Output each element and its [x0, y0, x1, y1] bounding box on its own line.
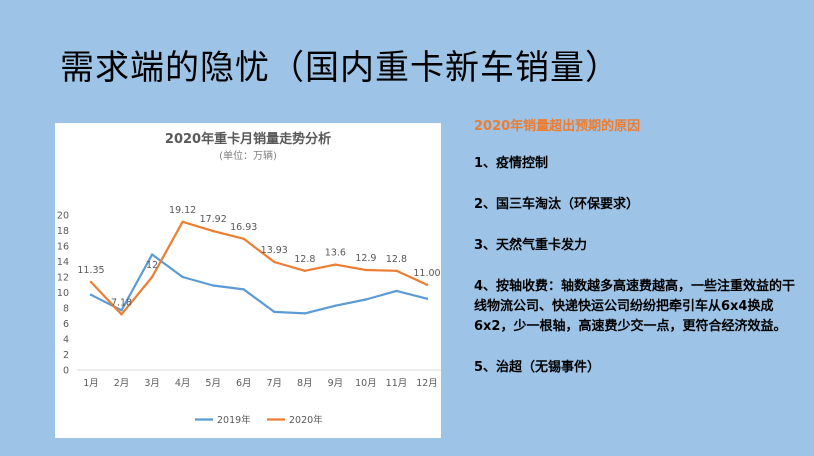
- series-lines: [89, 220, 429, 316]
- data-point: [89, 293, 93, 297]
- x-tick-label: 11月: [386, 378, 408, 389]
- y-tick-label: 16: [57, 242, 69, 253]
- data-point: [273, 310, 276, 314]
- y-tick-label: 8: [63, 304, 69, 315]
- data-point: [89, 280, 93, 284]
- reasons-panel: 2020年销量超出预期的原因 1、疫情控制 2、国三车淘汰（环保要求） 3、天然…: [474, 115, 804, 399]
- y-tick-label: 4: [63, 335, 69, 346]
- data-label: 11.35: [77, 265, 104, 276]
- data-label: 12.8: [386, 254, 407, 265]
- chart-legend: 2019年 2020年: [195, 414, 323, 426]
- data-point: [211, 229, 215, 233]
- series-line: [89, 253, 429, 315]
- data-label: 11.00: [413, 268, 440, 279]
- y-tick-label: 10: [57, 288, 69, 299]
- data-label: 13.6: [325, 248, 346, 259]
- reason-item: 3、天然气重卡发力: [474, 238, 588, 253]
- data-label: 12.9: [355, 253, 376, 264]
- x-tick-label: 3月: [144, 378, 160, 389]
- data-label: 13.93: [261, 245, 288, 256]
- x-tick-label: 4月: [175, 378, 191, 389]
- x-tick-label: 5月: [205, 378, 221, 389]
- reason-item: 1、疫情控制: [474, 156, 549, 171]
- data-point: [150, 253, 154, 256]
- y-tick-label: 18: [57, 226, 69, 237]
- y-tick-label: 2: [63, 350, 69, 361]
- data-point: [211, 284, 215, 287]
- data-label: 17.92: [200, 214, 227, 225]
- slide-title: 需求端的隐忧（国内重卡新车销量）: [60, 48, 620, 88]
- data-label: 12: [146, 260, 158, 271]
- data-label: 16.93: [230, 222, 257, 233]
- x-tick-label: 8月: [297, 378, 313, 389]
- data-point: [303, 269, 307, 272]
- y-tick-label: 20: [57, 211, 69, 222]
- data-point: [242, 288, 245, 291]
- y-tick-label: 6: [63, 319, 69, 330]
- data-point: [181, 275, 184, 279]
- chart-subtitle: (单位：万辆): [219, 149, 277, 162]
- chart-panel: 2020年重卡月销量走势分析 (单位：万辆) 0 2 4 6 8 10 12 14 16 18 20…: [55, 123, 441, 438]
- reasons-heading: 2020年销量超出预期的原因: [474, 119, 641, 134]
- data-point: [364, 298, 368, 301]
- data-point: [395, 289, 398, 293]
- data-point: [181, 220, 184, 224]
- data-point: [425, 283, 429, 286]
- data-point: [395, 269, 398, 272]
- data-point: [334, 304, 337, 307]
- series-line: [89, 220, 429, 316]
- reason-item: 4、按轴收费：轴数越多高速费越高，一些注重效益的干线物流公司、快递快运公司纷纷把…: [474, 279, 796, 334]
- reason-item: 5、治超（无锡事件）: [474, 360, 601, 375]
- x-tick-label: 7月: [266, 378, 282, 389]
- data-point: [120, 313, 123, 316]
- data-point: [303, 312, 307, 315]
- x-tick-label: 2月: [114, 378, 130, 389]
- x-tick-label: 6月: [236, 378, 252, 389]
- data-point: [150, 275, 154, 279]
- data-point: [425, 297, 429, 300]
- data-label: 12.8: [294, 254, 315, 265]
- legend-label: 2020年: [289, 414, 323, 426]
- data-point: [364, 268, 368, 272]
- reason-item: 2、国三车淘汰（环保要求）: [474, 197, 640, 212]
- line-chart: 2020年重卡月销量走势分析 (单位：万辆) 0 2 4 6 8 10 12 14 16 18 20…: [57, 131, 441, 426]
- x-axis-ticks: 1月 2月 3月 4月 5月 6月 7月 8月 9月 10月 11月 12月: [77, 369, 441, 389]
- data-point: [273, 260, 276, 264]
- x-tick-label: 12月: [416, 378, 438, 389]
- data-point: [242, 237, 245, 240]
- legend-label: 2019年: [217, 414, 251, 426]
- x-tick-label: 9月: [328, 378, 344, 389]
- data-point: [120, 309, 123, 312]
- y-axis-ticks: 0 2 4 6 8 10 12 14 16 18 20: [57, 211, 69, 377]
- y-tick-label: 0: [63, 366, 69, 377]
- x-tick-label: 1月: [83, 378, 99, 389]
- chart-title: 2020年重卡月销量走势分析: [165, 131, 331, 147]
- x-tick-label: 10月: [355, 378, 377, 389]
- data-point: [334, 263, 337, 266]
- data-label: 7.18: [111, 297, 132, 308]
- y-tick-label: 12: [57, 273, 69, 284]
- y-tick-label: 14: [57, 257, 69, 268]
- data-label: 19.12: [169, 205, 196, 216]
